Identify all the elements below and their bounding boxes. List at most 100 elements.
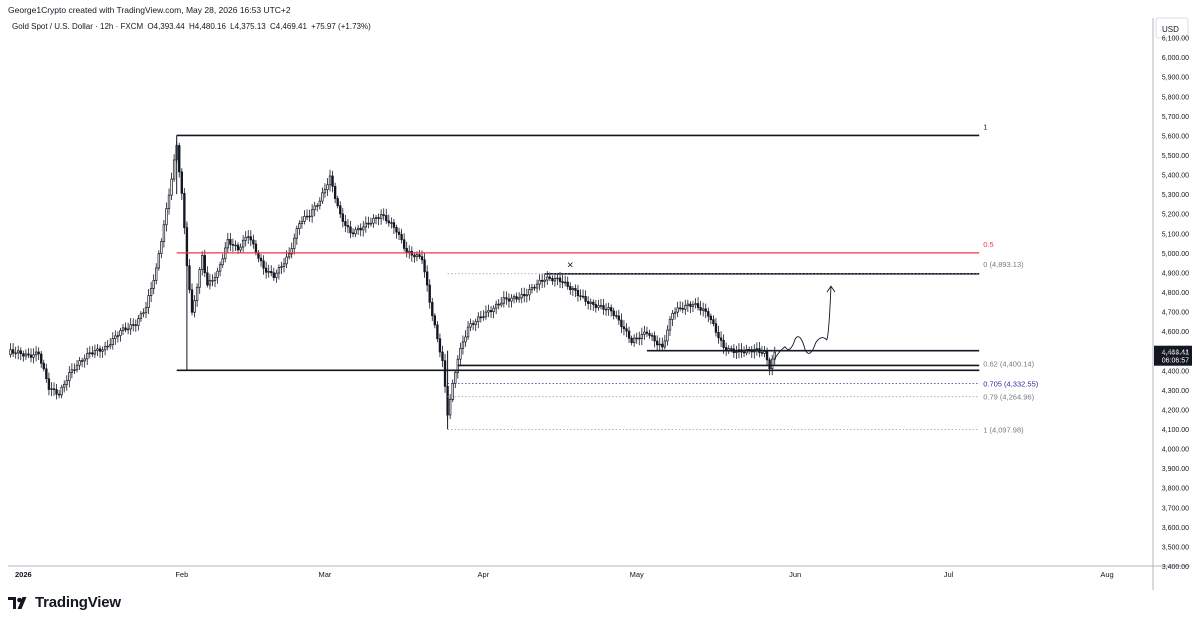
candle-up — [763, 351, 766, 354]
candle-down — [617, 315, 621, 321]
candle-down — [336, 198, 339, 207]
candle-up — [543, 279, 546, 282]
candle-up — [152, 280, 155, 289]
price-tick-label: 4,800.00 — [1162, 290, 1189, 297]
candle-down — [254, 243, 258, 254]
candle-up — [293, 237, 296, 249]
candle-up — [305, 215, 309, 218]
candle-up — [221, 258, 224, 266]
price-chart[interactable]: 0.5 0 (4,893.13) 0.62 (4,400.14) 0.705 (4,3… — [0, 0, 1200, 590]
candle-up — [139, 313, 143, 320]
candle-up — [451, 383, 454, 400]
price-tick-label: 3,900.00 — [1162, 466, 1189, 473]
price-tick-label: 5,200.00 — [1162, 212, 1189, 219]
candle-up — [282, 263, 286, 267]
candle-up — [226, 239, 229, 249]
candle-up — [640, 334, 644, 340]
candle-down — [124, 327, 127, 331]
candle-up — [17, 350, 20, 354]
candle-down — [768, 359, 771, 370]
candle-down — [507, 298, 511, 302]
candle-down — [188, 265, 191, 291]
candle-down — [505, 297, 508, 300]
candle-down — [259, 257, 263, 262]
candle-down — [704, 308, 707, 312]
candle-up — [364, 222, 367, 228]
candle-down — [515, 296, 518, 300]
candle-up — [535, 283, 539, 289]
candle-up — [668, 319, 672, 331]
candle-down — [678, 307, 682, 310]
candle-up — [530, 286, 534, 290]
candle-down — [57, 393, 61, 396]
candle-up — [773, 351, 776, 360]
time-tick-label: Feb — [175, 570, 188, 579]
candle-up — [287, 253, 291, 258]
ohlc-high: H4,480.16 — [189, 22, 226, 31]
candle-down — [574, 288, 577, 291]
ohlc-low: L4,375.13 — [230, 22, 266, 31]
candle-down — [344, 221, 347, 226]
candle-up — [553, 278, 557, 282]
symbol-name[interactable]: Gold Spot / U.S. Dollar · 12h · FXCM — [12, 22, 144, 31]
candle-down — [622, 326, 626, 330]
price-tick-label: 4,100.00 — [1162, 427, 1189, 434]
candle-up — [34, 351, 38, 356]
candle-down — [351, 232, 355, 235]
candle-up — [241, 239, 245, 248]
candle-up — [459, 348, 462, 360]
fib-level-label: 0.62 (4,400.14) — [983, 359, 1034, 368]
price-tick-label: 5,500.00 — [1162, 153, 1189, 160]
candle-down — [349, 226, 352, 234]
candle-down — [339, 205, 342, 215]
last-price-badge — [1154, 345, 1192, 366]
candle-up — [285, 256, 288, 265]
candle-down — [638, 337, 641, 340]
candle-down — [714, 323, 718, 333]
candle-down — [42, 362, 45, 370]
candle-up — [86, 353, 89, 360]
candle-down — [134, 324, 137, 326]
candle-down — [418, 254, 421, 257]
price-tick-label: 4,400.00 — [1162, 368, 1189, 375]
candle-down — [551, 278, 554, 282]
candle-up — [300, 220, 304, 224]
candle-up — [599, 305, 603, 307]
time-tick-label: Mar — [318, 570, 331, 579]
candle-up — [635, 337, 638, 340]
price-tick-label: 4,500.00 — [1162, 349, 1189, 356]
candle-down — [206, 272, 209, 286]
candle-up — [316, 205, 319, 207]
symbol-ohlc-line: Gold Spot / U.S. Dollar · 12h · FXCM O4,… — [12, 22, 373, 31]
candle-down — [742, 351, 746, 354]
price-tick-label: 6,100.00 — [1162, 36, 1189, 43]
candle-up — [482, 316, 485, 318]
candle-up — [63, 384, 66, 388]
candle-down — [648, 333, 651, 336]
candle-up — [326, 184, 329, 190]
candle-up — [160, 241, 163, 254]
candle-down — [655, 340, 659, 346]
candle-up — [101, 349, 104, 352]
candle-up — [198, 269, 201, 288]
candle-down — [264, 267, 268, 273]
ohlc-close: C4,469.41 — [269, 22, 307, 31]
candle-up — [218, 264, 222, 272]
fib-level-label: 0 (4,893.13) — [983, 260, 1024, 269]
price-tick-label: 3,400.00 — [1162, 564, 1189, 571]
candle-up — [111, 338, 114, 345]
candle-down — [627, 330, 631, 339]
candle-up — [372, 217, 375, 224]
candle-up — [469, 323, 472, 328]
candle-up — [632, 337, 636, 344]
candle-up — [379, 214, 383, 219]
candle-up — [244, 237, 247, 241]
candle-up — [75, 364, 79, 371]
candle-up — [126, 328, 130, 331]
candle-up — [666, 329, 669, 342]
candle-up — [538, 279, 541, 285]
candle-up — [643, 331, 646, 335]
candle-up — [369, 222, 373, 225]
candle-down — [367, 222, 370, 225]
candle-down — [203, 255, 206, 274]
